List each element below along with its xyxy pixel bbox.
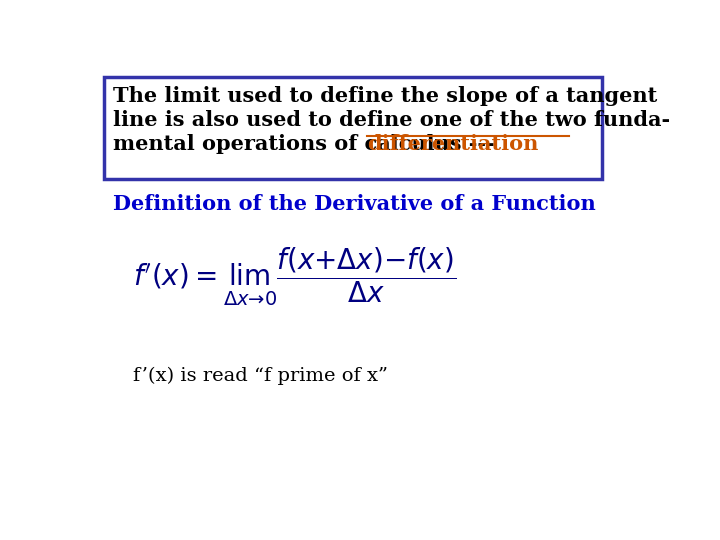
- Text: $f'(x) = \lim_{\Delta x \to 0} \dfrac{f(x + \Delta x) - f(x)}{\Delta x}$: $f'(x) = \lim_{\Delta x \to 0} \dfrac{f(…: [132, 246, 456, 308]
- Text: differentiation: differentiation: [367, 134, 539, 154]
- Text: line is also used to define one of the two funda-: line is also used to define one of the t…: [113, 110, 670, 130]
- Bar: [104, 77, 601, 179]
- Text: mental operations of calculus ---: mental operations of calculus ---: [113, 134, 509, 154]
- Text: f’(x) is read “f prime of x”: f’(x) is read “f prime of x”: [132, 367, 387, 385]
- Text: The limit used to define the slope of a tangent: The limit used to define the slope of a …: [113, 86, 657, 106]
- Text: Definition of the Derivative of a Function: Definition of the Derivative of a Functi…: [113, 194, 596, 214]
